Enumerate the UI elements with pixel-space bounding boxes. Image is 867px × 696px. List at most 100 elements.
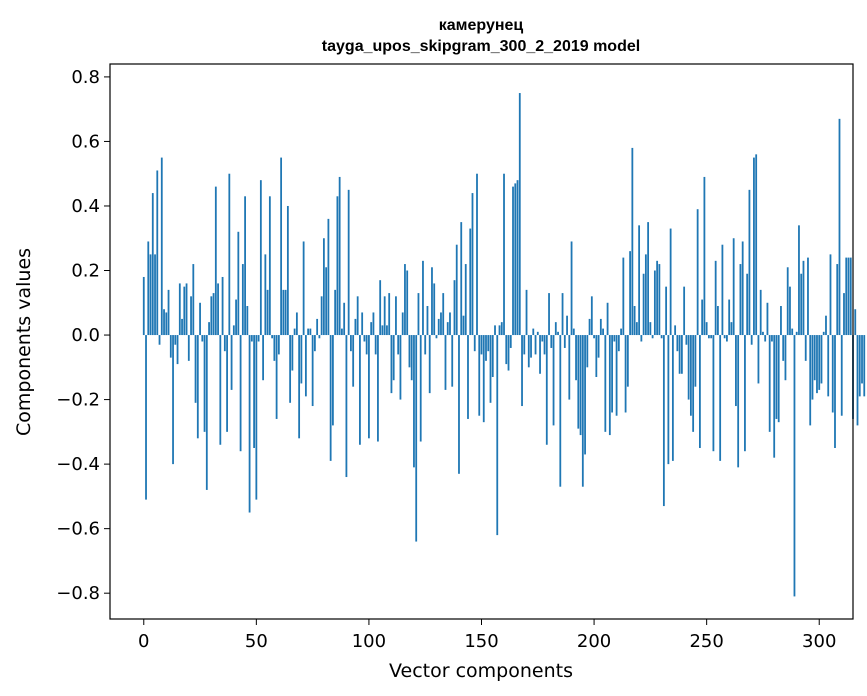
bar-78 [318,335,321,339]
bar-52 [259,180,262,336]
bar-149 [478,335,481,416]
bar-141 [460,222,463,336]
bar-284 [782,335,785,361]
x-tick-label: 0 [138,631,149,652]
bar-119 [410,335,413,381]
bar-54 [264,254,267,336]
bar-297 [811,335,814,400]
bar-83 [329,335,332,461]
bar-142 [462,315,465,336]
bar-264 [737,335,740,468]
bar-252 [710,335,713,339]
bar-318 [858,335,861,397]
bar-234 [669,228,672,336]
bar-223 [644,254,647,336]
bar-268 [746,273,749,336]
bar-34 [219,335,222,445]
bar-75 [311,335,314,407]
bar-135 [446,322,449,336]
bar-109 [388,293,391,336]
bar-249 [703,176,706,336]
bar-126 [426,306,429,336]
bar-177 [541,335,544,342]
bar-32 [214,186,217,336]
bar-296 [809,335,812,426]
x-tick-label: 100 [352,631,386,652]
bar-180 [548,293,550,336]
bar-63 [284,289,287,336]
bar-285 [784,335,787,381]
bar-199 [590,296,593,336]
bar-29 [208,322,210,336]
bar-71 [302,241,305,336]
bar-288 [791,328,794,336]
bar-64 [286,205,289,336]
bar-114 [399,335,402,400]
bar-72 [304,335,307,397]
bar-245 [694,335,697,387]
bar-316 [854,309,857,336]
bar-81 [325,267,328,336]
bar-293 [802,260,805,336]
bar-178 [543,335,546,355]
bar-246 [696,209,699,336]
bar-265 [739,264,742,336]
bar-28 [205,335,208,490]
bar-48 [250,335,253,342]
bar-2 [147,241,150,336]
bar-26 [201,335,204,342]
bar-248 [701,299,704,336]
bar-158 [498,325,501,336]
bar-277 [766,302,769,336]
bar-155 [491,335,494,377]
bar-35 [221,276,224,336]
bar-106 [381,325,384,336]
bar-303 [825,315,827,336]
bar-117 [406,270,409,336]
bar-258 [723,335,726,339]
bar-197 [586,335,589,368]
bar-171 [527,335,530,368]
bar-115 [401,312,404,336]
bar-183 [554,322,557,336]
bar-102 [372,312,375,336]
y-tick-label: 0.6 [71,131,100,152]
bar-131 [437,318,440,336]
bar-59 [275,335,278,419]
bar-40 [232,325,235,336]
bar-238 [678,335,681,374]
bar-8 [160,157,163,336]
bar-228 [656,260,659,336]
bar-317 [856,335,859,426]
bar-3 [149,254,152,336]
y-tick-label: −0.8 [56,583,100,604]
bar-281 [775,335,778,419]
bar-144 [467,335,469,419]
bar-274 [759,289,762,336]
bar-95 [356,296,359,336]
bar-9 [163,309,165,336]
bar-23 [194,335,197,403]
chart-title: камерунец [439,17,524,34]
bar-89 [343,302,346,336]
bar-1 [145,335,147,500]
bar-184 [557,331,559,336]
bar-12 [169,335,172,358]
bars-group [142,93,866,597]
bar-18 [183,286,186,336]
bar-224 [647,222,650,336]
bar-97 [361,312,364,336]
bar-208 [611,335,613,413]
bar-31 [212,293,215,336]
bar-172 [530,335,532,358]
bar-170 [525,289,528,336]
bar-313 [847,257,850,336]
bar-105 [379,280,382,336]
y-axis-ticks: −0.8 −0.6 −0.4 −0.2 0.0 0.2 0.4 0.6 0.8 [56,67,110,604]
bar-259 [726,335,728,342]
x-axis-label: Vector components [389,660,573,682]
bar-42 [237,231,240,336]
bar-104 [377,335,379,442]
bar-302 [822,331,825,336]
bar-98 [363,335,366,342]
